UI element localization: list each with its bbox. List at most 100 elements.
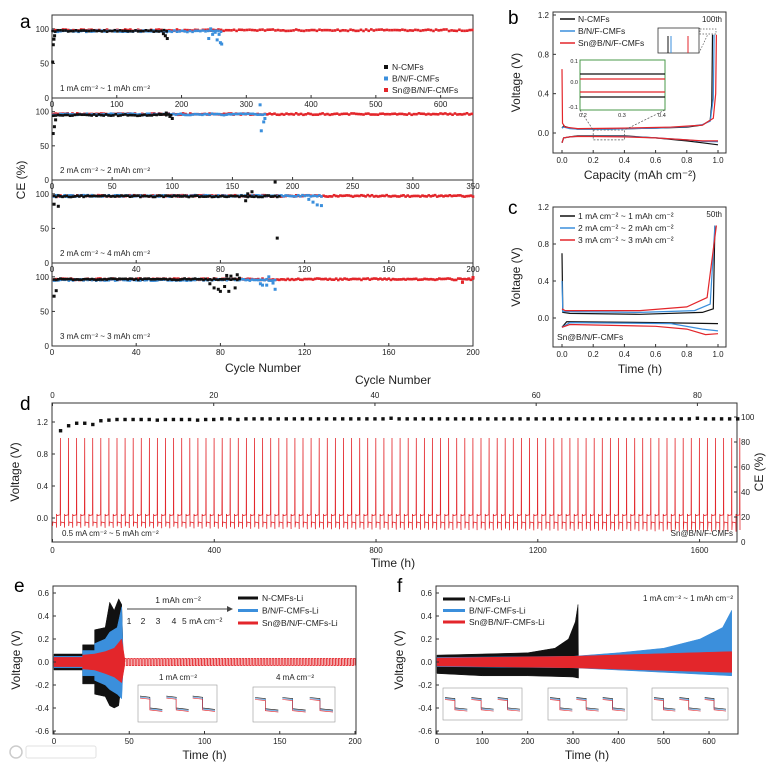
ce-point: [478, 417, 482, 421]
data-point-black: [216, 287, 220, 291]
charge-curve-blue: [561, 34, 715, 130]
legend-label: N-CMFs: [392, 62, 424, 72]
legend-label: B/N/F-CMFs: [392, 74, 439, 84]
data-point-red: [419, 29, 422, 33]
x2-tick-label: 20: [209, 391, 218, 400]
condition-label: 1 mA cm⁻² ~ 1 mAh cm⁻²: [643, 594, 733, 603]
data-point-red: [204, 28, 207, 32]
data-point-blue: [201, 29, 205, 32]
data-point-blue: [273, 278, 277, 282]
data-point-black: [238, 195, 241, 199]
x-tick-label: 1600: [691, 546, 709, 555]
data-point-red: [332, 278, 336, 282]
data-point-blue: [246, 278, 250, 282]
data-point-black: [269, 195, 273, 198]
data-point-red: [438, 277, 441, 280]
data-point-red: [347, 278, 351, 281]
y-tick-label: 0.4: [538, 90, 550, 99]
data-point-red: [183, 28, 187, 32]
data-point-black: [69, 195, 73, 199]
data-point-black: [202, 278, 205, 282]
data-point-red: [400, 112, 404, 116]
data-point-blue: [229, 113, 233, 116]
data-point-red: [309, 112, 312, 116]
charge-curve-red: [561, 225, 717, 312]
data-point-red: [374, 277, 378, 280]
y-tick-label: 1.2: [37, 418, 49, 427]
data-point-black: [206, 278, 210, 282]
data-point-blue: [113, 279, 117, 282]
y-tick-label: 100: [36, 273, 50, 282]
y-tick-label: 0.4: [538, 277, 550, 286]
data-point-blue: [261, 278, 264, 282]
condition-label: 2 mA cm⁻² ~ 4 mAh cm⁻²: [60, 249, 150, 258]
data-point-black: [82, 29, 86, 32]
data-point-red: [320, 28, 324, 32]
data-point-black: [114, 113, 118, 116]
data-point-red: [372, 195, 376, 198]
data-point-red: [454, 278, 458, 282]
data-point-black: [90, 114, 93, 117]
data-point-red: [411, 29, 415, 32]
data-point-black: [155, 277, 159, 281]
data-point-red: [422, 112, 425, 116]
ce-point: [99, 419, 103, 423]
ce-point: [703, 417, 708, 421]
data-point-black: [225, 273, 229, 277]
data-point-blue: [189, 113, 192, 117]
x-tick-label: 0.8: [681, 156, 693, 165]
data-point-black: [150, 114, 154, 117]
data-point-black: [90, 194, 94, 198]
data-point-red: [427, 278, 431, 281]
data-point-blue: [217, 112, 221, 116]
ce-point: [429, 417, 434, 421]
data-point-red: [368, 194, 372, 198]
data-point-red: [446, 277, 450, 280]
data-point-red: [419, 278, 422, 281]
data-point-red: [431, 278, 435, 281]
ce-point: [260, 417, 264, 421]
data-point-black: [166, 278, 170, 281]
data-point-black: [105, 278, 109, 281]
data-point-red: [266, 113, 269, 116]
data-point-black: [71, 195, 75, 198]
data-point-red: [303, 277, 306, 281]
data-point-black: [244, 194, 247, 198]
ce-point: [607, 417, 611, 421]
data-point-red: [376, 277, 380, 281]
data-point-blue: [263, 113, 267, 116]
data-point-black: [109, 277, 113, 280]
data-point-red: [282, 113, 286, 116]
data-point-blue: [193, 29, 197, 33]
data-point-red: [403, 28, 407, 32]
x-tick-label: 120: [298, 348, 312, 357]
data-point-blue: [186, 30, 189, 34]
data-point-black: [157, 30, 161, 33]
x-tick-label: 500: [657, 737, 671, 746]
data-point-black: [57, 278, 60, 281]
data-point-blue: [296, 193, 300, 197]
data-point-red: [304, 113, 308, 116]
data-point-red: [290, 112, 293, 116]
data-point-red: [393, 278, 397, 281]
ce-point: [203, 417, 208, 422]
data-point-blue: [307, 197, 311, 201]
ce-point: [663, 417, 667, 421]
data-point-black: [128, 277, 132, 280]
x2-tick-label: 40: [370, 391, 379, 400]
data-point-red: [268, 112, 272, 115]
data-point-black: [54, 195, 58, 199]
data-point-red: [374, 194, 378, 198]
data-point-black: [52, 278, 56, 281]
zoom-connector: [698, 27, 701, 30]
data-point-red: [376, 195, 380, 198]
data-point-red: [381, 194, 384, 197]
data-point-blue: [222, 113, 226, 117]
data-point-red: [391, 194, 395, 198]
data-point-black: [123, 29, 127, 33]
data-point-red: [326, 112, 329, 116]
ce-point: [534, 417, 538, 421]
data-point-blue: [138, 112, 142, 116]
data-point-red: [416, 28, 420, 32]
data-point-black: [144, 29, 148, 32]
